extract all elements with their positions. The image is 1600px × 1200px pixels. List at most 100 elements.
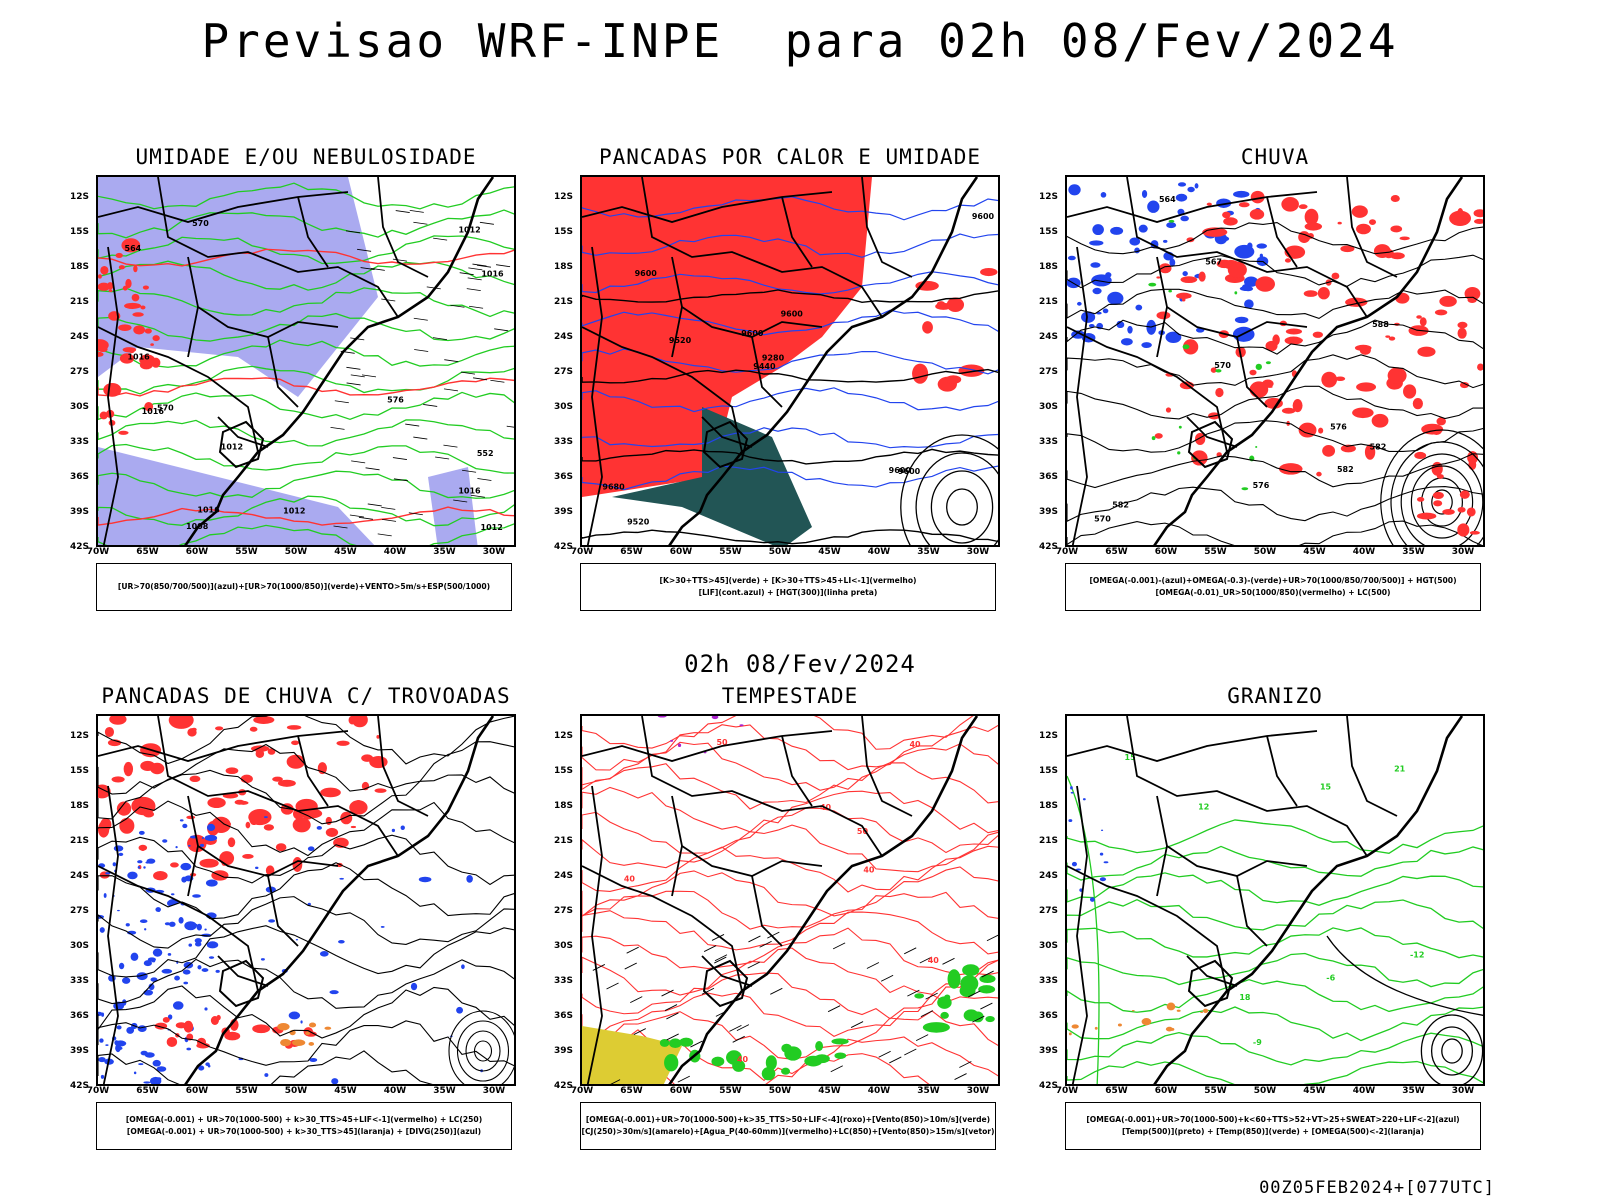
wind-vector — [443, 388, 459, 392]
contour-label: 9280 — [762, 354, 785, 363]
wind-vector — [405, 423, 420, 427]
red-marker — [132, 312, 144, 317]
map-chuva[interactable]: 582 582 576 570 588 582 576 570 564 567 — [1065, 175, 1485, 547]
map-umidade[interactable]: 1012 1012 1012 1016 1016 1016 1016 1008 1012 1016… — [96, 175, 516, 547]
instability-patch-red — [946, 297, 965, 313]
coastline — [1153, 177, 1464, 545]
wind-vector — [610, 1079, 621, 1084]
precipitable-water-contour — [582, 741, 998, 791]
divergence-area-blue — [116, 1025, 122, 1030]
rain-area-red — [1414, 451, 1427, 460]
omega-area-blue — [1247, 242, 1253, 250]
legend-trovoadas: [OMEGA(-0.001) + UR>70(1000-500) + k>30_… — [96, 1102, 512, 1150]
wind-vector — [444, 359, 459, 363]
wind850-area-green — [659, 1038, 670, 1047]
lat-tick-label: 15S — [70, 766, 90, 776]
rain-area-red — [1227, 261, 1247, 278]
contour-label: 21 — [1394, 765, 1406, 774]
hgt300-contour — [582, 289, 998, 304]
divergence-area-blue — [186, 1047, 192, 1051]
country-border — [1266, 735, 1298, 807]
contour-label: 9600 — [781, 310, 804, 319]
map-granizo[interactable]: -9 -12 15 15 12 -6 18 21 — [1065, 714, 1485, 1086]
contour-label: 576 — [1253, 481, 1270, 490]
thunder-area-red — [153, 871, 168, 881]
lon-tick-label: 65W — [1105, 1086, 1128, 1096]
lon-tick-label: 65W — [620, 547, 643, 557]
contour-label: 1016 — [481, 269, 504, 278]
thunder-area-red — [131, 796, 156, 816]
temp500-contour — [1326, 935, 1483, 1016]
instability-patch-red — [912, 363, 929, 384]
map-tempestade[interactable]: 40 40 40 50 40 40 50 40 — [580, 714, 1000, 1086]
thunder-area-red — [189, 775, 201, 783]
lon-tick-label: 40W — [383, 1086, 407, 1096]
precipitable-water-contour — [582, 762, 998, 810]
omega-area-blue — [1234, 316, 1249, 324]
omega-area-green — [1265, 361, 1271, 365]
lat-tick-label: 33S — [70, 976, 90, 986]
thunder-area-red — [253, 716, 275, 724]
lat-tick-label: 39S — [554, 1046, 574, 1056]
divergence-area-blue — [179, 819, 184, 822]
wind850-area-green — [834, 1052, 847, 1059]
contour-label: 588 — [1372, 320, 1389, 329]
divergence-area-blue — [255, 866, 259, 869]
map-canvas: 582 582 576 570 588 582 576 570 564 567 — [1067, 177, 1483, 545]
country-border — [1126, 177, 1368, 318]
divergence-area-blue — [127, 871, 138, 880]
hgt500-contour — [1067, 520, 1483, 545]
rain-area-red — [1419, 317, 1427, 327]
wind-vector — [714, 954, 728, 962]
low-pressure-contour — [946, 488, 978, 526]
divergence-area-blue — [264, 1073, 269, 1077]
country-border — [187, 306, 199, 358]
wind850-area-green — [765, 1055, 777, 1071]
divergence-area-blue — [201, 837, 204, 840]
wind-vector — [666, 1033, 679, 1041]
rain-area-red — [1215, 387, 1224, 398]
wind-vector — [351, 460, 366, 464]
panel-granizo: GRANIZO -9 -12 15 15 12 -6 18 21 [OMEGA(-0.001)… — [1039, 684, 1505, 1154]
divergence-area-blue — [139, 919, 148, 924]
wind-vector — [506, 425, 514, 428]
lon-tick-label: 45W — [818, 547, 841, 557]
rain-area-red — [1321, 371, 1338, 388]
divergence-area-blue — [137, 866, 141, 869]
wind-vector — [626, 946, 639, 954]
humidity-contour-green — [98, 312, 514, 342]
map-pancadas[interactable]: 9680 9600 9600 9600 9600 9520 9440 9520 9600 9280… — [580, 175, 1000, 547]
divergence-area-blue — [156, 1066, 167, 1072]
omega-area-blue — [1239, 286, 1252, 291]
lat-tick-label: 24S — [554, 332, 574, 342]
divergence-area-blue — [150, 977, 158, 982]
humidity-contour-green — [98, 287, 514, 318]
rain-area-red — [1449, 210, 1471, 227]
panel-title: GRANIZO — [1227, 684, 1323, 708]
wind850-area-green — [979, 974, 996, 984]
wind-vector — [701, 987, 715, 995]
rain-area-red — [1473, 218, 1483, 224]
country-border — [701, 955, 753, 987]
wind-vector — [827, 1005, 841, 1013]
rain-area-red — [1312, 331, 1324, 338]
omega-area-blue — [1068, 184, 1081, 196]
contour-label: 1016 — [127, 352, 150, 361]
thunder-area-red — [138, 844, 148, 851]
country-border — [781, 735, 813, 807]
lon-tick-label: 55W — [719, 547, 742, 557]
red-marker — [150, 343, 154, 346]
divergence-area-blue — [309, 1057, 318, 1062]
lat-tick-label: 39S — [70, 507, 90, 517]
wind-vector — [954, 1073, 967, 1080]
lon-tick-label: 30W — [966, 547, 990, 557]
wind-vector — [330, 426, 345, 430]
rain-area-red — [1238, 202, 1250, 208]
thunder-area-red — [168, 716, 194, 729]
divergence-area-blue — [194, 923, 198, 927]
severe-area-purple — [670, 739, 674, 742]
map-trovoadas[interactable] — [96, 714, 516, 1086]
wind-vector — [866, 962, 880, 969]
contour-label: 567 — [1205, 257, 1222, 266]
rain-area-red — [1385, 335, 1391, 338]
